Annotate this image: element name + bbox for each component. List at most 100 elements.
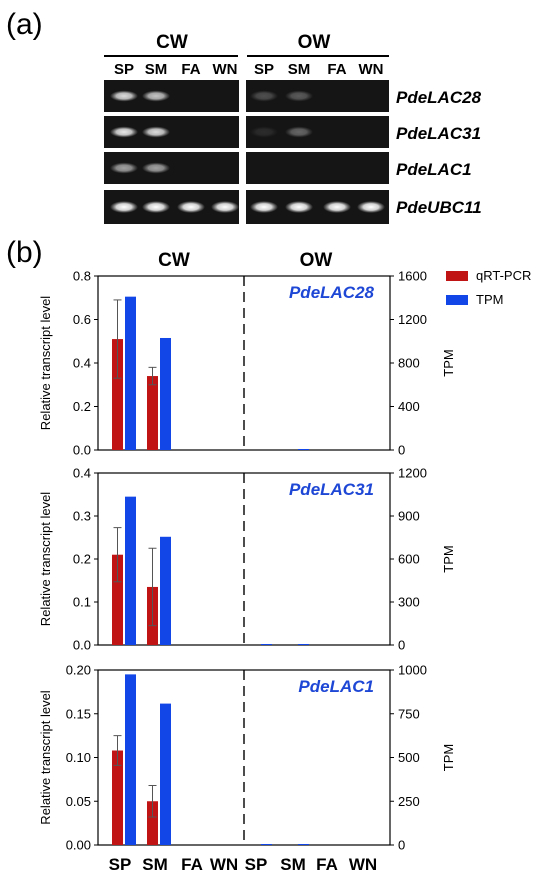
category-label: WN	[349, 855, 377, 874]
bar-qrt-pcr	[147, 376, 158, 450]
gel-band	[285, 126, 313, 138]
lane-label: SM	[145, 61, 168, 78]
bar-qrt-pcr	[112, 339, 123, 450]
y2-axis-label: TPM	[441, 349, 456, 376]
y2-tick-label: 1200	[398, 466, 427, 481]
gel-images	[104, 80, 389, 224]
category-label: SP	[245, 855, 268, 874]
bar-tpm	[125, 496, 136, 645]
bar-qrt-pcr	[147, 801, 158, 845]
gel-lane-labels: SP SM FA WN SP SM FA WN	[114, 61, 384, 78]
legend: qRT-PCR TPM	[446, 268, 531, 307]
y-tick-label: 0.0	[73, 638, 91, 653]
y2-tick-label: 250	[398, 794, 420, 809]
gel-band	[110, 162, 138, 174]
legend-swatch-qrt-pcr	[446, 271, 468, 281]
y-tick-label: 0.20	[66, 663, 91, 678]
gel-block-ow	[246, 152, 389, 184]
gel-band	[250, 126, 278, 138]
gel-band	[285, 90, 313, 102]
y2-tick-label: 750	[398, 706, 420, 721]
y2-tick-label: 1000	[398, 663, 427, 678]
bar-qrt-pcr	[112, 750, 123, 845]
y-tick-label: 0.10	[66, 750, 91, 765]
chart-PdeLAC31: 0.0 0.1 0.2 0.3 0.4 0 300 600 900 1200 Relative tr…	[38, 466, 456, 653]
lane-label: FA	[181, 61, 200, 78]
y-tick-label: 0.00	[66, 838, 91, 853]
y2-tick-label: 1200	[398, 312, 427, 327]
lane-label: WN	[359, 61, 384, 78]
bar-tpm	[160, 536, 171, 645]
legend-label-qrt-pcr: qRT-PCR	[476, 268, 531, 283]
y2-axis-label: TPM	[441, 744, 456, 771]
y-tick-label: 0.8	[73, 269, 91, 284]
gel-band	[142, 162, 170, 174]
y2-tick-label: 1600	[398, 269, 427, 284]
chart-gene-label: PdeLAC28	[289, 283, 375, 302]
chart-group-cw: CW	[158, 250, 190, 271]
bar-tpm	[298, 644, 309, 645]
bar-qrt-pcr	[112, 554, 123, 645]
gel-band	[142, 126, 170, 138]
y2-tick-label: 800	[398, 356, 420, 371]
y-tick-label: 0.3	[73, 509, 91, 524]
chart-gene-label: PdeLAC1	[298, 677, 374, 696]
gel-gene-label: PdeLAC28	[396, 88, 482, 107]
gel-band	[110, 126, 138, 138]
gel-band	[110, 201, 138, 213]
y-tick-label: 0.2	[73, 399, 91, 414]
legend-label-tpm: TPM	[476, 292, 503, 307]
y2-tick-label: 0	[398, 638, 405, 653]
y-tick-label: 0.0	[73, 443, 91, 458]
gel-band	[250, 90, 278, 102]
bar-tpm	[125, 674, 136, 845]
y-axis-label: Relative transcript level	[38, 296, 53, 430]
y-tick-label: 0.1	[73, 595, 91, 610]
lane-label: FA	[327, 61, 346, 78]
category-label: SP	[109, 855, 132, 874]
legend-swatch-tpm	[446, 295, 468, 305]
gel-gene-label: PdeLAC1	[396, 160, 472, 179]
lane-label: SM	[288, 61, 311, 78]
gel-band	[285, 201, 313, 213]
y2-tick-label: 500	[398, 750, 420, 765]
chart-gene-label: PdeLAC31	[289, 480, 374, 499]
category-label: WN	[210, 855, 238, 874]
y2-tick-label: 0	[398, 443, 405, 458]
chart-group-ow: OW	[300, 250, 333, 271]
gel-group-cw: CW	[156, 32, 188, 53]
bar-tpm	[261, 844, 272, 845]
bar-tpm	[160, 337, 171, 450]
y2-tick-label: 900	[398, 509, 420, 524]
bar-tpm	[125, 296, 136, 450]
bar-charts: 0.0 0.2 0.4 0.6 0.8 0 400 800 1200 1600 Relative t…	[38, 269, 456, 875]
y-axis-label: Relative transcript level	[38, 690, 53, 824]
category-label: FA	[181, 855, 203, 874]
bar-tpm	[298, 449, 309, 450]
y2-tick-label: 0	[398, 838, 405, 853]
y-axis-label: Relative transcript level	[38, 492, 53, 626]
y2-tick-label: 600	[398, 552, 420, 567]
category-label: SM	[142, 855, 168, 874]
gel-band	[177, 201, 205, 213]
category-label: FA	[316, 855, 338, 874]
gel-group-ow: OW	[298, 32, 331, 53]
y-tick-label: 0.2	[73, 552, 91, 567]
y-tick-label: 0.4	[73, 356, 91, 371]
bar-tpm	[298, 844, 309, 845]
bar-tpm	[160, 703, 171, 845]
chart-PdeLAC1: 0.00 0.05 0.10 0.15 0.20 0 250 500 750 1000 Relati…	[38, 663, 456, 875]
gel-band	[211, 201, 239, 213]
chart-PdeLAC28: 0.0 0.2 0.4 0.6 0.8 0 400 800 1200 1600 Relative t…	[38, 269, 456, 458]
gel-band	[357, 201, 385, 213]
y-tick-label: 0.4	[73, 466, 91, 481]
gel-band	[250, 201, 278, 213]
gel-band	[323, 201, 351, 213]
y2-tick-label: 300	[398, 595, 420, 610]
y2-tick-label: 400	[398, 399, 420, 414]
gel-band	[142, 201, 170, 213]
y-tick-label: 0.6	[73, 312, 91, 327]
y2-axis-label: TPM	[441, 545, 456, 572]
bar-tpm	[261, 644, 272, 645]
